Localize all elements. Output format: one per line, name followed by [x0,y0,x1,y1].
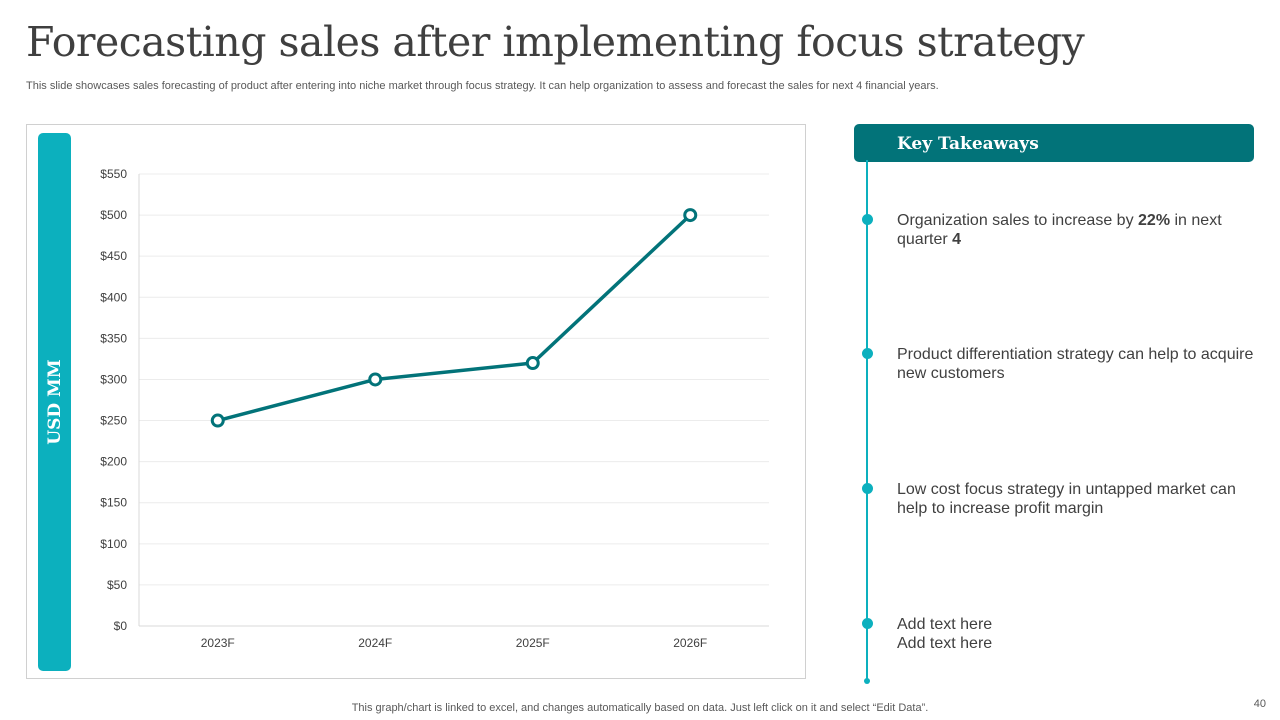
y-tick-label: $150 [100,496,127,510]
data-point [368,372,383,387]
takeaway-item-4: Add text here Add text here [897,615,1262,653]
x-tick-label: 2026F [673,636,707,650]
page-title: Forecasting sales after implementing foc… [26,18,1085,66]
page-number: 40 [1253,698,1266,710]
x-tick-label: 2023F [201,636,235,650]
takeaway-bullet-icon [862,618,873,629]
data-point [210,413,225,428]
takeaway-4-line-2: Add text here [897,635,993,652]
y-tick-label: $100 [100,537,127,551]
timeline-line [866,160,868,682]
takeaway-1-bold-suffix: 4 [952,231,962,248]
y-tick-label: $300 [100,372,127,386]
takeaway-bullet-icon [862,348,873,359]
y-tick-label: $50 [107,578,127,592]
x-tick-label: 2025F [516,636,550,650]
takeaway-1-bold-value: 22% [1138,212,1171,229]
y-tick-label: $550 [100,167,127,181]
takeaway-bullet-icon [862,214,873,225]
x-tick-label: 2024F [358,636,392,650]
takeaway-4-line-1: Add text here [897,616,993,633]
y-tick-label: $400 [100,290,127,304]
takeaway-bullet-icon [862,483,873,494]
y-tick-label: $450 [100,249,127,263]
takeaway-1-text-before: Organization sales to increase by [897,212,1139,229]
takeaway-item-2: Product differentiation strategy can hel… [897,346,1254,382]
y-axis-band: USD MM [38,133,71,671]
footer-note: This graph/chart is linked to excel, and… [351,702,929,714]
chart-panel[interactable]: USD MM $0 $50 $100 $150 $200 $250 $300 $350 $400… [26,124,806,679]
takeaway-1-text-middle: in next quarter [897,212,1222,248]
y-tick-label: $0 [114,619,128,633]
sales-line-chart[interactable]: $0 $50 $100 $150 $200 $250 $300 $350 $400 $450 $50… [27,125,807,680]
page-subtitle: This slide showcases sales forecasting o… [26,80,939,92]
key-takeaways-header: Key Takeaways [854,124,1254,162]
data-point [683,208,698,223]
takeaway-item-1: Organization sales to increase by 22% in… [897,211,1262,249]
y-tick-label: $500 [100,208,127,222]
series-line [217,213,692,423]
y-tick-label: $350 [100,331,127,345]
y-tick-label: $250 [100,414,127,428]
takeaway-item-3: Low cost focus strategy in untapped mark… [897,481,1236,517]
data-point [525,356,540,371]
timeline-end-dot [864,678,870,684]
y-tick-label: $200 [100,455,127,469]
